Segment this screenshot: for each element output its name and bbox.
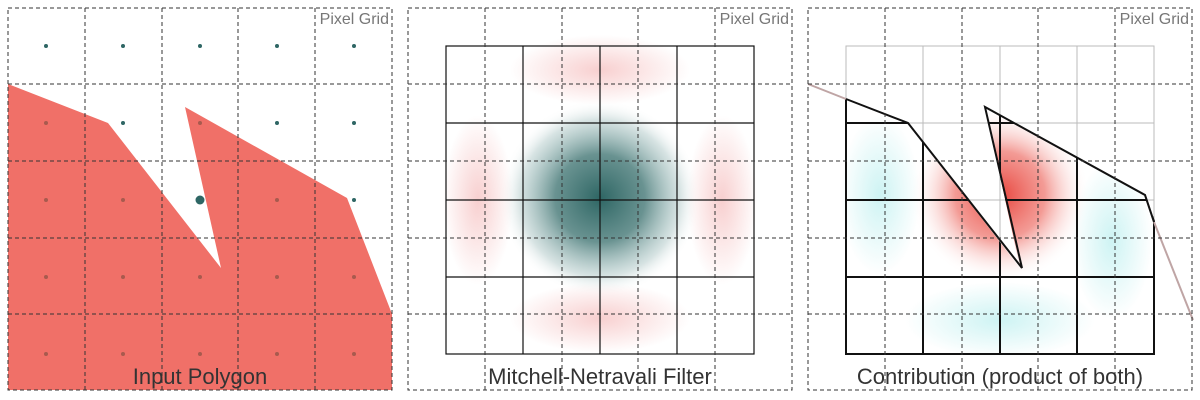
panel-input-polygon: Pixel Grid Input Polygon xyxy=(7,7,393,391)
polygon-edge-outside xyxy=(807,83,847,100)
sample-point xyxy=(198,44,202,48)
sample-point xyxy=(352,275,356,279)
panel-title-contribution: Contribution (product of both) xyxy=(857,364,1143,389)
sample-point xyxy=(121,352,125,356)
polygon-outline xyxy=(845,98,1155,269)
sample-point xyxy=(275,198,279,202)
contribution-field xyxy=(840,107,1152,358)
sample-point xyxy=(44,44,48,48)
sample-point xyxy=(275,44,279,48)
input-polygon xyxy=(8,84,392,390)
pixel-grid xyxy=(7,7,393,391)
pixel-grid-label: Pixel Grid xyxy=(1120,11,1189,28)
sample-point xyxy=(121,44,125,48)
sample-point xyxy=(198,275,202,279)
panel-filter: Pixel Grid Mitchell-Netravali Filter xyxy=(407,7,793,391)
sample-point xyxy=(198,121,202,125)
sample-point xyxy=(44,275,48,279)
sample-point xyxy=(275,352,279,356)
sample-point xyxy=(121,121,125,125)
pixel-grid-label: Pixel Grid xyxy=(320,11,389,28)
pixel-grid xyxy=(807,7,1193,391)
panel-contribution: Pixel Grid Contribution (product of both… xyxy=(807,7,1194,391)
sample-point xyxy=(121,275,125,279)
sample-point xyxy=(44,121,48,125)
polygon-edge-outside xyxy=(1153,221,1194,321)
panel-title-input-polygon: Input Polygon xyxy=(133,364,268,389)
sample-point xyxy=(121,198,125,202)
pixel-grid xyxy=(407,7,793,391)
sample-point xyxy=(275,121,279,125)
sample-point xyxy=(275,275,279,279)
filter-support-grid xyxy=(445,45,755,355)
sample-point-highlighted xyxy=(195,195,205,205)
sample-point xyxy=(352,44,356,48)
sample-point xyxy=(44,352,48,356)
sample-point xyxy=(198,352,202,356)
sample-point xyxy=(352,121,356,125)
pixel-grid-label: Pixel Grid xyxy=(720,11,789,28)
sample-point xyxy=(352,352,356,356)
sample-point xyxy=(44,198,48,202)
panel-title-filter: Mitchell-Netravali Filter xyxy=(488,364,712,389)
sample-points xyxy=(44,44,356,356)
sample-point xyxy=(352,198,356,202)
